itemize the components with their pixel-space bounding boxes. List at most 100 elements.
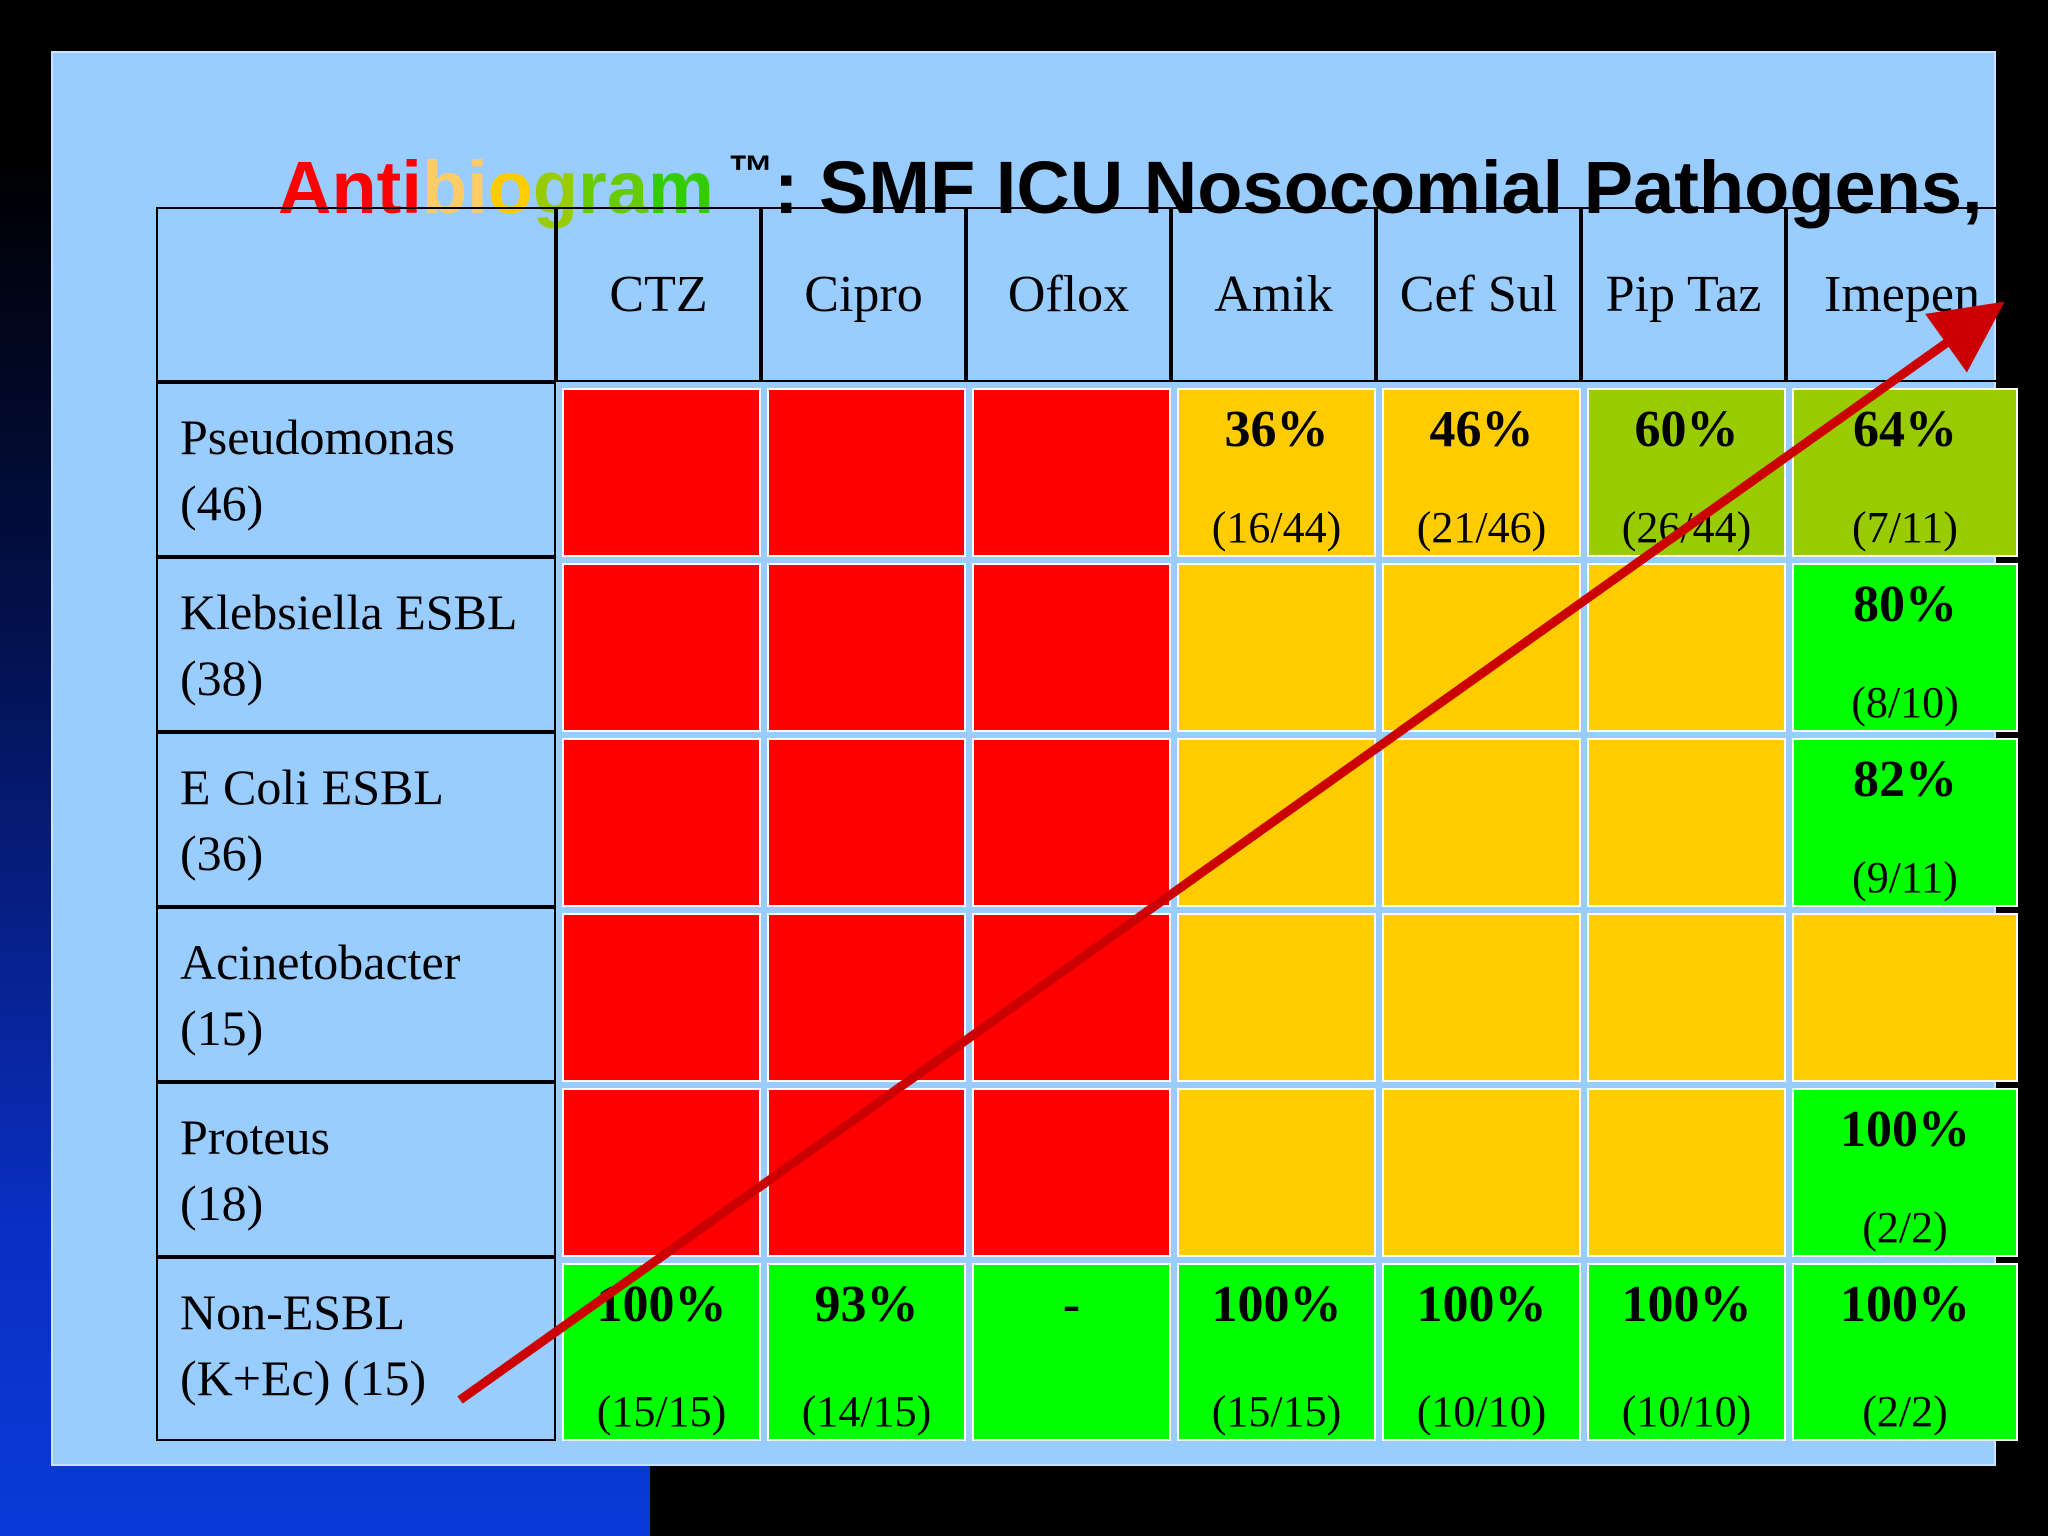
susceptibility-percent: 82% [1853,751,1957,808]
header-corner-cell [156,207,556,382]
data-cell [767,388,966,557]
title-letter: t [376,146,402,229]
isolate-fraction: (8/10) [1851,678,1959,727]
susceptibility-percent: 60% [1634,401,1739,458]
title-letter: b [421,146,468,229]
data-cell [1177,913,1376,1082]
data-cell: 60% (26/44) [1587,388,1786,557]
susceptibility-percent: 100% [1621,1276,1752,1333]
data-cell [1382,1088,1581,1257]
antibiogram-table: CTZ Cipro Oflox Amik Cef Sul Pip Taz Imepen Pse… [156,207,2018,1441]
row-label: Acinetobacter (15) [156,907,556,1082]
susceptibility-percent: 100% [596,1276,727,1333]
susceptibility-percent: 64% [1853,401,1957,458]
susceptibility-percent: - [1062,1276,1081,1333]
isolate-fraction: (26/44) [1621,503,1752,552]
susceptibility-percent: 100% [1211,1276,1342,1333]
data-cell [972,388,1171,557]
data-cell: 100% (15/15) [562,1263,761,1441]
data-cell [1792,913,2018,1082]
data-cell [767,563,966,732]
isolate-fraction: (9/11) [1852,853,1958,902]
row-label-name: Klebsiella ESBL [180,584,518,640]
data-cell [562,1088,761,1257]
data-cell: 93% (14/15) [767,1263,966,1441]
data-cell: 100% (15/15) [1177,1263,1376,1441]
isolate-fraction: (7/11) [1852,503,1958,552]
data-cell [767,913,966,1082]
row-label-name: E Coli ESBL [180,759,444,815]
column-header: Amik [1171,207,1376,382]
column-header: Oflox [966,207,1171,382]
data-cell [1587,913,1786,1082]
row-label-count: (18) [180,1175,264,1231]
data-cell [1587,563,1786,732]
row-label-name: Proteus [180,1109,330,1165]
data-cell: 100% (2/2) [1792,1088,2018,1257]
row-label-name: Acinetobacter [180,934,461,990]
isolate-fraction: (10/10) [1621,1387,1752,1436]
isolate-fraction: (16/44) [1211,503,1342,552]
row-label-name: Non-ESBL [180,1284,405,1340]
row-label: Pseudomonas (46) [156,382,556,557]
data-cell [1177,738,1376,907]
data-cell: 80% (8/10) [1792,563,2018,732]
susceptibility-percent: 100% [1840,1101,1970,1158]
susceptibility-percent: 46% [1429,401,1534,458]
data-cell [562,563,761,732]
row-label: Proteus (18) [156,1082,556,1257]
data-cell [972,563,1171,732]
data-cell [1382,738,1581,907]
isolate-fraction: (2/2) [1862,1203,1948,1252]
isolate-fraction: (14/15) [801,1387,932,1436]
data-cell [972,1088,1171,1257]
data-cell: 100% (2/2) [1792,1263,2018,1441]
data-cell: 36% (16/44) [1177,388,1376,557]
trademark-symbol: ™ [727,145,774,197]
data-cell [1587,738,1786,907]
data-cell: 46% (21/46) [1382,388,1581,557]
isolate-fraction: (10/10) [1416,1387,1547,1436]
title-letter: n [331,146,377,229]
title-letter: A [278,146,332,229]
data-cell [767,1088,966,1257]
data-cell [972,738,1171,907]
data-cell [562,738,761,907]
susceptibility-percent: 80% [1853,576,1957,633]
data-cell [972,913,1171,1082]
row-label-name: Pseudomonas [180,409,455,465]
susceptibility-percent: 100% [1416,1276,1547,1333]
data-cell: 100% (10/10) [1382,1263,1581,1441]
row-label-count: (38) [180,650,264,706]
susceptibility-percent: 93% [814,1276,919,1333]
data-cell [562,913,761,1082]
isolate-fraction: (2/2) [1862,1387,1948,1436]
data-cell [1587,1088,1786,1257]
data-cell: 82% (9/11) [1792,738,2018,907]
data-cell [767,738,966,907]
column-header: CTZ [556,207,761,382]
susceptibility-percent: 100% [1840,1276,1970,1333]
title-letter: a [606,146,649,229]
data-cell [1177,563,1376,732]
column-header: Cef Sul [1376,207,1581,382]
row-label-count: (K+Ec) (15) [180,1350,427,1406]
title-letter: o [487,146,533,229]
column-header: Cipro [761,207,966,382]
column-header: Imepen [1786,207,2018,382]
row-label-count: (15) [180,1000,264,1056]
data-cell [562,388,761,557]
isolate-fraction: (21/46) [1416,503,1547,552]
column-header: Pip Taz [1581,207,1786,382]
isolate-fraction: (15/15) [1211,1387,1342,1436]
data-cell: 100% (10/10) [1587,1263,1786,1441]
data-cell: 64% (7/11) [1792,388,2018,557]
susceptibility-percent: 36% [1224,401,1329,458]
row-label-count: (46) [180,475,264,531]
row-label: Klebsiella ESBL (38) [156,557,556,732]
isolate-fraction: (15/15) [596,1387,727,1436]
slide-panel: Antibiogram ™: SMF ICU Nosocomial Pathoge… [51,51,2018,1466]
data-cell [1382,913,1581,1082]
title-rest: : SMF ICU Nosocomial Pathogens, [773,146,1983,229]
data-cell [1177,1088,1376,1257]
